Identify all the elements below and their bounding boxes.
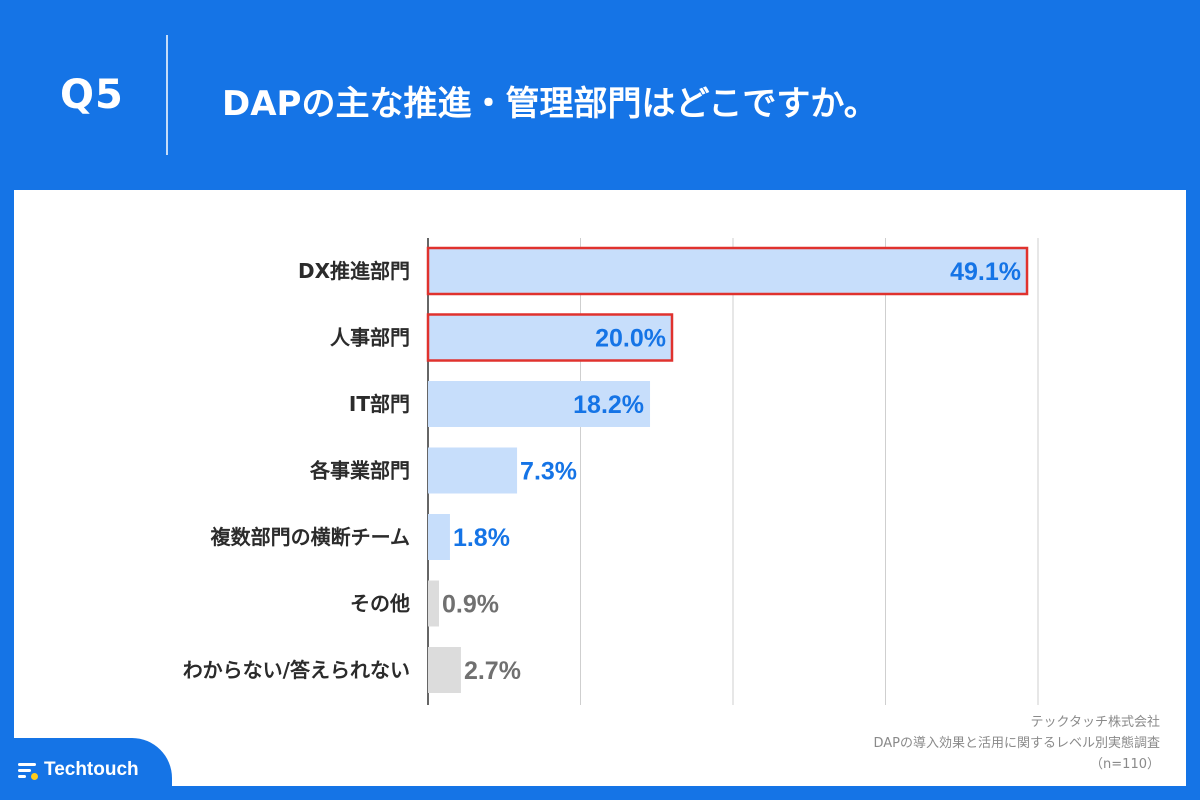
value-label: 1.8% bbox=[453, 524, 510, 552]
bar bbox=[428, 314, 672, 361]
value-label: 2.7% bbox=[464, 657, 521, 685]
source-survey: DAPの導入効果と活用に関するレベル別実態調査 bbox=[873, 736, 1160, 751]
bar bbox=[428, 381, 651, 427]
source-note: テックタッチ株式会社 DAPの導入効果と活用に関するレベル別実態調査 （n=11… bbox=[873, 712, 1160, 775]
source-sample: （n=110） bbox=[1090, 757, 1160, 772]
value-label: 20.0% bbox=[595, 325, 666, 353]
category-label: その他 bbox=[350, 592, 410, 616]
category-label: わからない/答えられない bbox=[183, 658, 410, 682]
category-label: DX推進部門 bbox=[298, 259, 410, 283]
brand-name: Techtouch bbox=[44, 759, 139, 780]
bar bbox=[428, 647, 461, 693]
value-label: 7.3% bbox=[520, 458, 577, 486]
category-label: 各事業部門 bbox=[309, 459, 410, 483]
source-company: テックタッチ株式会社 bbox=[1030, 715, 1160, 730]
question-number: Q5 bbox=[60, 72, 124, 118]
bar-highlight-frame bbox=[426, 246, 1029, 296]
bar bbox=[428, 248, 1028, 294]
bar bbox=[428, 447, 518, 494]
bar bbox=[428, 514, 450, 560]
techtouch-logo: Techtouch bbox=[18, 758, 139, 782]
question-title: DAPの主な推進・管理部門はどこですか。 bbox=[222, 84, 878, 124]
category-label: 人事部門 bbox=[330, 326, 410, 350]
header-divider bbox=[166, 35, 168, 155]
value-label: 0.9% bbox=[442, 591, 499, 619]
value-label: 18.2% bbox=[573, 391, 644, 419]
category-label: 複数部門の横断チーム bbox=[211, 525, 410, 549]
value-label: 49.1% bbox=[950, 258, 1021, 286]
category-label: IT部門 bbox=[349, 392, 410, 416]
chart-panel: DX推進部門 49.1% 人事部門 20.0% IT部門 18.2% 各事業部門 7.3% 複数… bbox=[14, 190, 1186, 786]
bar-highlight-frame bbox=[426, 313, 674, 362]
bar-chart: DX推進部門 49.1% 人事部門 20.0% IT部門 18.2% 各事業部門 7.3% 複数… bbox=[183, 238, 1039, 705]
bar bbox=[428, 580, 439, 627]
header: Q5 DAPの主な推進・管理部門はどこですか。 bbox=[0, 0, 1200, 190]
techtouch-logo-icon bbox=[18, 760, 38, 780]
